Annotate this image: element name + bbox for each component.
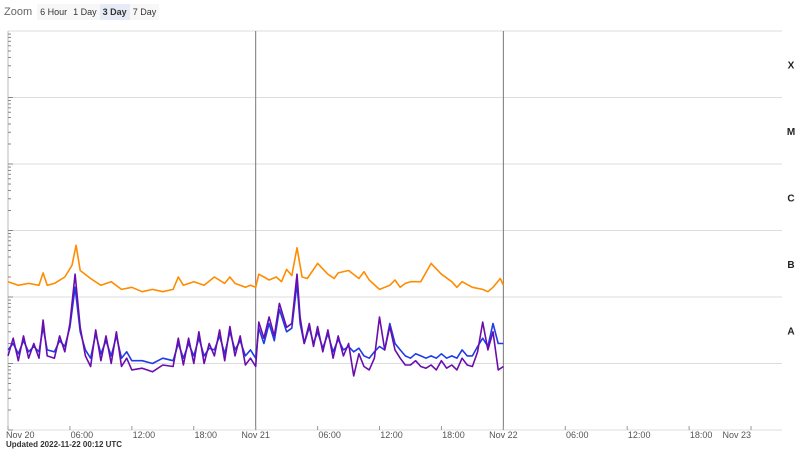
x-tick-label: 12:00 xyxy=(628,430,651,440)
zoom-7-day-button[interactable]: 7 Day xyxy=(129,4,160,20)
flare-class-label: C xyxy=(787,193,794,204)
zoom-6-hour-button[interactable]: 6 Hour xyxy=(37,4,71,20)
updated-timestamp: Updated 2022-11-22 00:12 UTC xyxy=(6,440,123,449)
zoom-3-day-button[interactable]: 3 Day xyxy=(99,4,130,20)
x-tick-label: 12:00 xyxy=(133,430,156,440)
x-tick-label: Nov 22 xyxy=(489,430,518,440)
x-tick-label: Nov 23 xyxy=(723,430,752,440)
series-line-purple xyxy=(7,273,504,377)
flare-class-label: B xyxy=(787,260,794,271)
zoom-label: Zoom xyxy=(4,6,33,18)
x-tick-label: 06:00 xyxy=(71,430,94,440)
x-tick-label: 18:00 xyxy=(442,430,465,440)
x-tick-label: 12:00 xyxy=(380,430,403,440)
x-tick-label: 18:00 xyxy=(194,430,217,440)
x-tick-label: Nov 20 xyxy=(6,430,35,440)
series-line-orange xyxy=(7,244,505,293)
flare-class-label: X xyxy=(788,60,795,71)
zoom-1-day-button[interactable]: 1 Day xyxy=(70,4,100,20)
series-line-blue xyxy=(7,282,504,365)
x-tick-label: 06:00 xyxy=(318,430,341,440)
flare-class-label: A xyxy=(787,326,794,337)
x-tick-label: 18:00 xyxy=(690,430,713,440)
x-tick-label: Nov 21 xyxy=(241,430,270,440)
x-tick-label: 06:00 xyxy=(566,430,589,440)
flare-class-label: M xyxy=(787,127,795,138)
zoom-toolbar: Zoom 6 Hour 1 Day 3 Day 7 Day xyxy=(4,3,160,21)
